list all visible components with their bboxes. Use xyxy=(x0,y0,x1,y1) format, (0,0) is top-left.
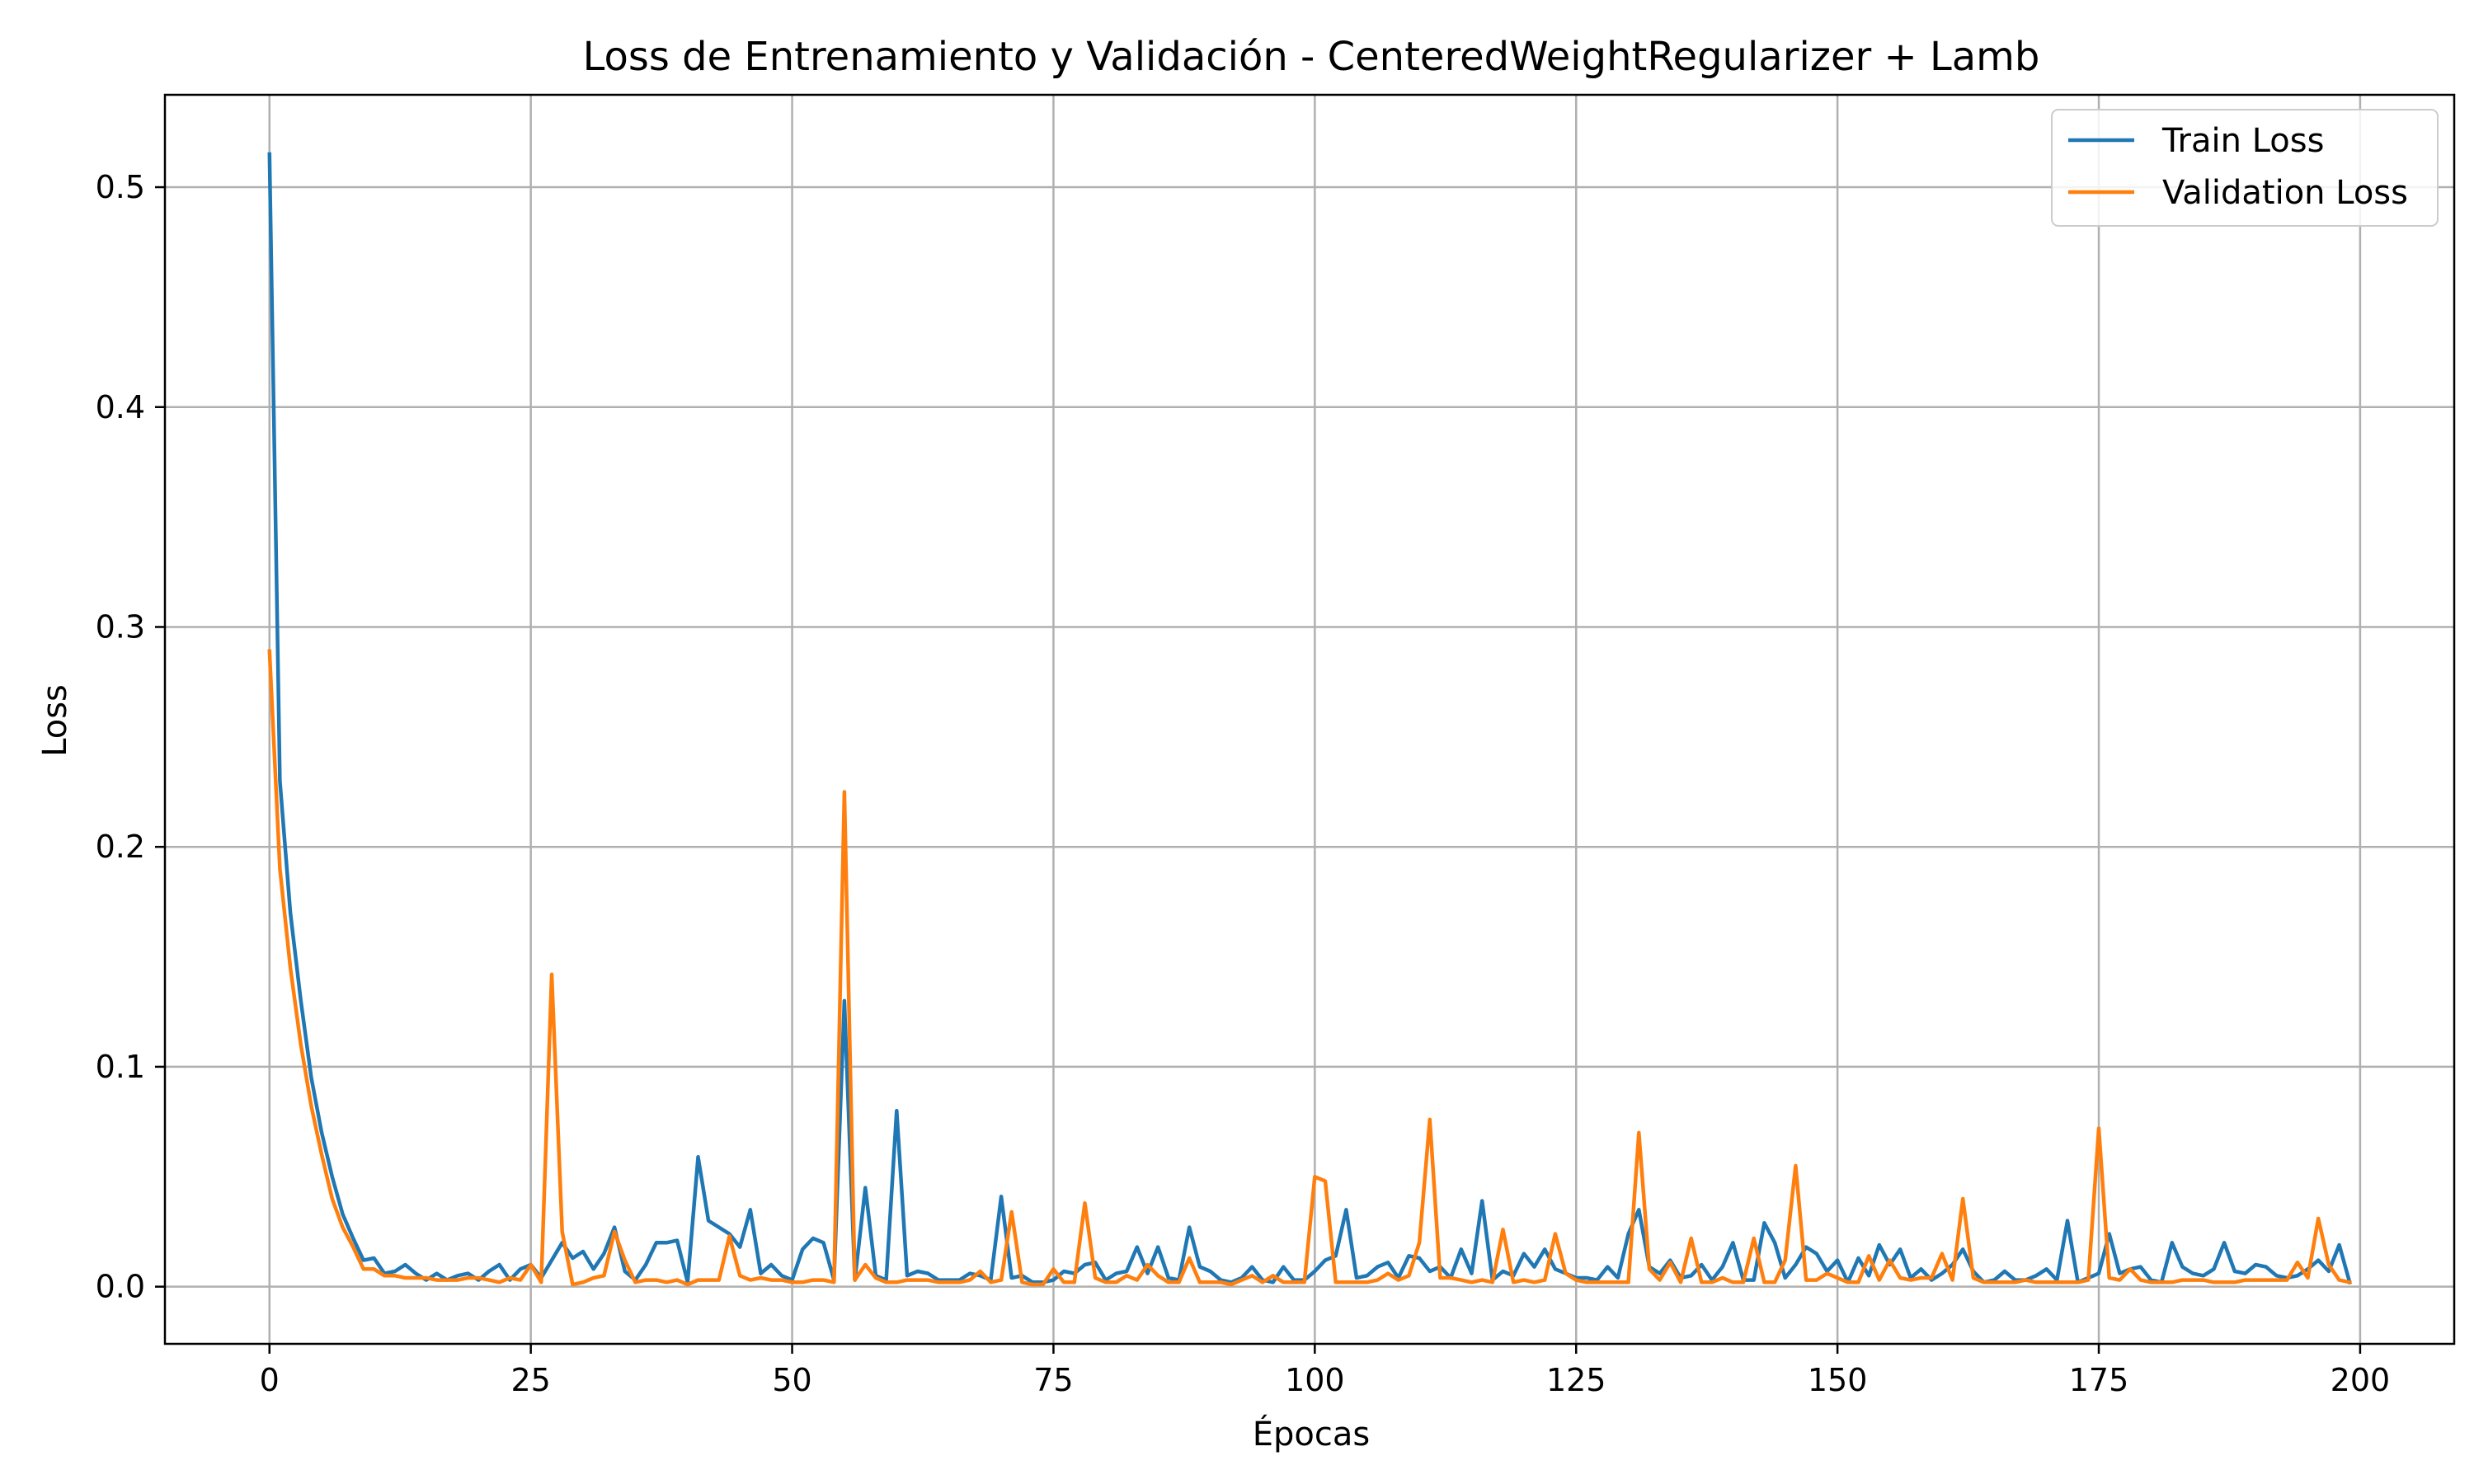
x-axis-label: Épocas xyxy=(1253,1414,1370,1453)
series-layer xyxy=(267,152,2352,1287)
x-tick-label: 150 xyxy=(1808,1362,1868,1398)
grid xyxy=(165,95,2454,1344)
x-tick-label: 50 xyxy=(772,1362,811,1398)
train-loss-line xyxy=(267,152,2352,1285)
legend: Train Loss Validation Loss xyxy=(2051,109,2439,227)
y-tick-label: 0.1 xyxy=(96,1049,145,1085)
x-tick-label: 100 xyxy=(1285,1362,1345,1398)
x-axis: 0 25 50 75 100 125 150 175 200 xyxy=(260,1344,2391,1398)
y-tick-label: 0.0 xyxy=(96,1269,145,1305)
plot-area-frame xyxy=(163,93,2456,1345)
legend-box xyxy=(2051,109,2439,227)
y-tick-label: 0.5 xyxy=(96,169,145,205)
y-tick-label: 0.2 xyxy=(96,829,145,865)
legend-label-validation: Validation Loss xyxy=(2162,174,2408,212)
x-tick-label: 25 xyxy=(510,1362,550,1398)
y-tick-label: 0.4 xyxy=(96,389,145,425)
x-tick-label: 125 xyxy=(1546,1362,1606,1398)
x-tick-label: 0 xyxy=(260,1362,280,1398)
y-tick-label: 0.3 xyxy=(96,608,145,645)
y-axis-label: Loss xyxy=(36,684,74,757)
x-tick-label: 175 xyxy=(2069,1362,2129,1398)
x-tick-label: 200 xyxy=(2331,1362,2391,1398)
chart-title: Loss de Entrenamiento y Validación - Cen… xyxy=(583,34,2040,80)
x-tick-label: 75 xyxy=(1033,1362,1073,1398)
legend-label-train: Train Loss xyxy=(2161,122,2324,160)
y-axis: 0.0 0.1 0.2 0.3 0.4 0.5 xyxy=(96,169,165,1305)
validation-loss-line xyxy=(267,649,2352,1287)
